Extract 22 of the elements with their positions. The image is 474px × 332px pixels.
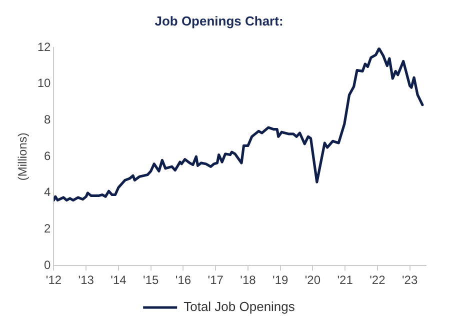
legend-label: Total Job Openings (184, 299, 296, 314)
x-tick-label: '19 (272, 273, 288, 288)
x-tick-label: '17 (208, 273, 224, 288)
chart-title: Job Openings Chart: (154, 13, 284, 28)
x-tick-label: '16 (175, 273, 192, 288)
x-tick-label: '14 (110, 273, 127, 288)
y-tick-label: 0 (44, 258, 52, 272)
y-tick-label: 8 (44, 112, 52, 127)
y-tick-label: 4 (44, 185, 52, 200)
x-tick-label: '21 (337, 273, 354, 288)
x-tick-label: '13 (78, 273, 94, 288)
y-tick-label: 2 (44, 222, 52, 236)
y-axis-title: (Millions) (16, 132, 30, 181)
x-tick-label: '18 (240, 273, 256, 288)
y-tick-label: 12 (37, 40, 52, 54)
x-tick-label: '12 (46, 273, 62, 288)
x-tick-label: '23 (402, 273, 418, 288)
y-tick-label: 6 (44, 148, 52, 163)
x-tick-label: '22 (370, 273, 386, 288)
x-tick-label: '15 (143, 273, 159, 288)
y-tick-label: 10 (37, 76, 52, 90)
x-tick-label: '20 (304, 273, 321, 288)
